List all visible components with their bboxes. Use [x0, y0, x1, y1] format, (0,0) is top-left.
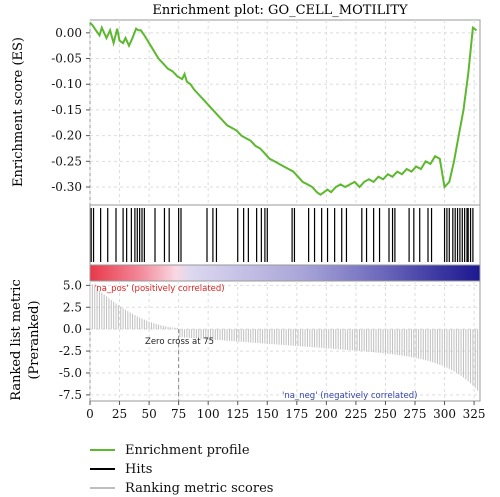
rank-y-tick-label: 0.0 — [63, 322, 82, 336]
x-tick-label: 300 — [433, 407, 456, 421]
rank-y-tick-label: 5.0 — [63, 278, 82, 292]
rank-grid — [89, 281, 480, 401]
hits-panel — [89, 204, 481, 266]
x-axis-ticks: 0 25 50 75 100 125 150 175 200 225 250 275 300 325 — [86, 401, 486, 421]
negative-correlation-label: 'na_neg' (negatively correlated) — [282, 391, 417, 401]
es-y-tick-label: -0.30 — [51, 180, 82, 194]
es-y-ticks: 0.00 -0.05 -0.10 -0.15 -0.20 -0.25 -0.30 — [51, 26, 90, 194]
legend-label: Hits — [125, 462, 152, 477]
x-tick-label: 25 — [112, 407, 127, 421]
x-tick-label: 100 — [197, 407, 220, 421]
ranking-heatmap-bar — [89, 264, 481, 282]
es-y-tick-label: -0.20 — [51, 129, 82, 143]
x-tick-label: 250 — [374, 407, 397, 421]
x-tick-label: 125 — [226, 407, 249, 421]
hits-frame — [89, 204, 481, 266]
ranking-metric-bars — [89, 282, 479, 391]
es-y-tick-label: -0.25 — [51, 154, 82, 168]
es-panel: 0.00 -0.05 -0.10 -0.15 -0.20 -0.25 -0.30 Enric… — [11, 19, 481, 206]
x-tick-label: 225 — [344, 407, 367, 421]
es-y-tick-label: 0.00 — [55, 26, 82, 40]
es-y-tick-label: -0.05 — [51, 52, 82, 66]
x-tick-label: 325 — [463, 407, 486, 421]
es-y-tick-label: -0.15 — [51, 103, 82, 117]
x-tick-label: 175 — [285, 407, 308, 421]
rank-y-tick-label: -5.0 — [59, 366, 82, 380]
es-grid — [89, 20, 480, 205]
rank-panel: 5.0 2.5 0.0 -2.5 -5.0 -7.5 'na_pos' (positive… — [9, 278, 481, 402]
es-plot-frame — [89, 19, 481, 206]
x-tick-label: 75 — [171, 407, 186, 421]
rank-y-axis-label-line2: (Preranked) — [27, 300, 42, 379]
x-tick-label: 200 — [315, 407, 338, 421]
legend-label: Enrichment profile — [125, 443, 250, 458]
legend: Enrichment profile Hits Ranking metric sco… — [90, 443, 273, 496]
rank-y-ticks: 5.0 2.5 0.0 -2.5 -5.0 -7.5 — [59, 278, 90, 402]
rank-y-axis-label-line1: Ranked list metric — [9, 279, 24, 400]
zero-cross-label: Zero cross at 75 — [145, 337, 214, 347]
x-tick-label: 0 — [86, 407, 94, 421]
chart-title: Enrichment plot: GO_CELL_MOTILITY — [152, 3, 408, 18]
x-tick-label: 275 — [404, 407, 427, 421]
x-tick-label: 50 — [141, 407, 156, 421]
rank-y-tick-label: 2.5 — [63, 300, 82, 314]
es-y-axis-label: Enrichment score (ES) — [11, 37, 26, 187]
enrichment-profile-line — [89, 21, 478, 196]
legend-label: Ranking metric scores — [125, 481, 273, 496]
es-y-tick-label: -0.10 — [51, 77, 82, 91]
x-tick-label: 150 — [256, 407, 279, 421]
rank-y-tick-label: -2.5 — [59, 344, 82, 358]
hit-marks — [90, 208, 474, 262]
positive-correlation-label: 'na_pos' (positively correlated) — [94, 284, 225, 294]
rank-y-tick-label: -7.5 — [59, 388, 82, 402]
